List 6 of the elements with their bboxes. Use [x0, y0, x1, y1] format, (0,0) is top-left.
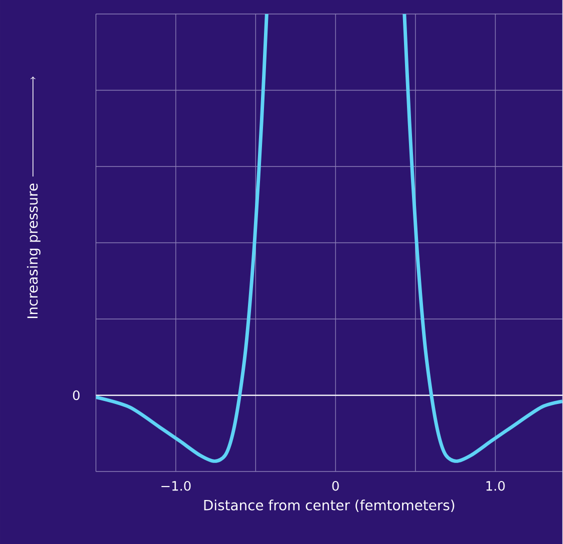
y-axis-title: Increasing pressure: [26, 183, 40, 318]
x-tick-label: −1.0: [161, 480, 191, 491]
x-axis-title: Distance from center (femtometers): [204, 499, 454, 512]
text: 0: [73, 390, 80, 400]
x-tick-label: 1.0: [486, 480, 505, 491]
x-tick-label: 0: [332, 480, 339, 491]
